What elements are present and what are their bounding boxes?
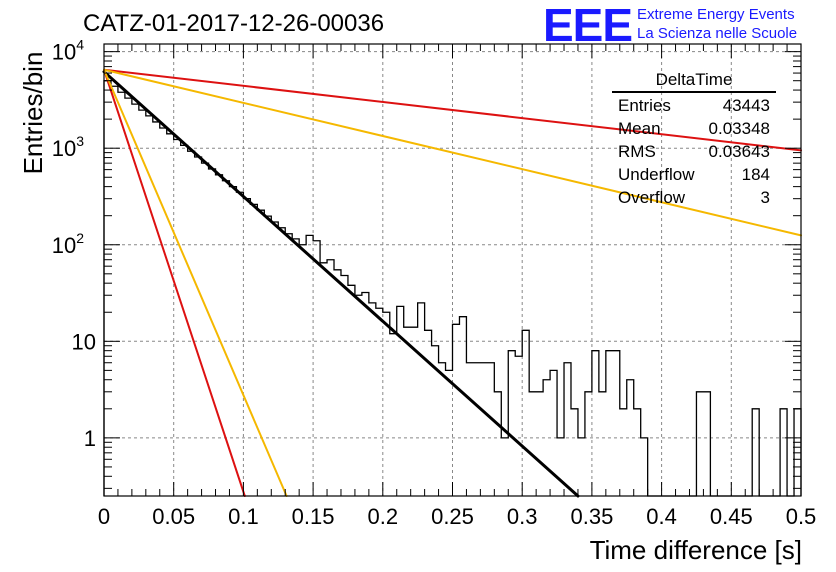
stats-row-overflow: Overflow 3 xyxy=(612,186,776,209)
fit-curves xyxy=(102,68,802,498)
stats-value: 184 xyxy=(741,165,770,184)
x-axis-label: Time difference [s] xyxy=(589,535,802,565)
y-axis-label: Entries/bin xyxy=(18,51,48,175)
axis-ticks xyxy=(103,44,802,496)
y-tick-label: 103 xyxy=(52,133,84,161)
x-tick-label: 0.3 xyxy=(507,504,538,529)
x-tick-label: 0.15 xyxy=(292,504,335,529)
stats-row-entries: Entries 43443 xyxy=(612,94,776,117)
x-tick-label: 0.45 xyxy=(710,504,753,529)
stats-value: 43443 xyxy=(722,96,770,115)
tick-labels: 0 0.05 0.1 0.15 0.2 0.25 0.3 0.35 0.4 0.45 0.5 1 10 1… xyxy=(52,37,817,529)
stats-title: DeltaTime xyxy=(612,70,776,93)
plot-title: CATZ-01-2017-12-26-00036 xyxy=(83,10,385,37)
eee-logo-mark: EEE xyxy=(543,0,633,51)
stats-label: Underflow xyxy=(618,165,695,184)
x-tick-label: 0.05 xyxy=(152,504,195,529)
logo-line-1: Extreme Energy Events xyxy=(637,6,795,23)
stats-value: 0.03348 xyxy=(708,119,770,138)
stats-label: Mean xyxy=(618,119,661,138)
y-tick-label: 104 xyxy=(52,37,84,65)
stats-box: DeltaTime Entries 43443 Mean 0.03348 RMS… xyxy=(612,70,776,209)
fit-curve xyxy=(103,68,802,152)
x-tick-label: 0.5 xyxy=(786,504,817,529)
x-tick-label: 0.25 xyxy=(431,504,474,529)
fit-curve xyxy=(103,68,246,497)
x-tick-label: 0.4 xyxy=(646,504,677,529)
stats-label: Entries xyxy=(618,96,671,115)
x-tick-label: 0.1 xyxy=(228,504,259,529)
y-tick-label: 10 xyxy=(72,329,96,354)
fit-curve xyxy=(103,68,802,237)
stats-value: 3 xyxy=(760,188,770,207)
stats-row-rms: RMS 0.03643 xyxy=(612,140,776,163)
x-tick-label: 0.35 xyxy=(570,504,613,529)
stats-label: RMS xyxy=(618,142,656,161)
y-tick-label: 102 xyxy=(52,230,84,258)
fit-curve xyxy=(102,70,580,498)
eee-logo: EEE xyxy=(543,0,633,51)
stats-value: 0.03643 xyxy=(708,142,770,161)
logo-line-2: La Scienza nelle Scuole xyxy=(637,25,798,42)
x-tick-label: 0.2 xyxy=(368,504,399,529)
y-tick-label: 1 xyxy=(84,426,96,451)
x-tick-label: 0 xyxy=(98,504,110,529)
stats-label: Overflow xyxy=(618,188,686,207)
fit-curve xyxy=(103,68,288,497)
stats-row-mean: Mean 0.03348 xyxy=(612,117,776,140)
stats-row-underflow: Underflow 184 xyxy=(612,163,776,186)
